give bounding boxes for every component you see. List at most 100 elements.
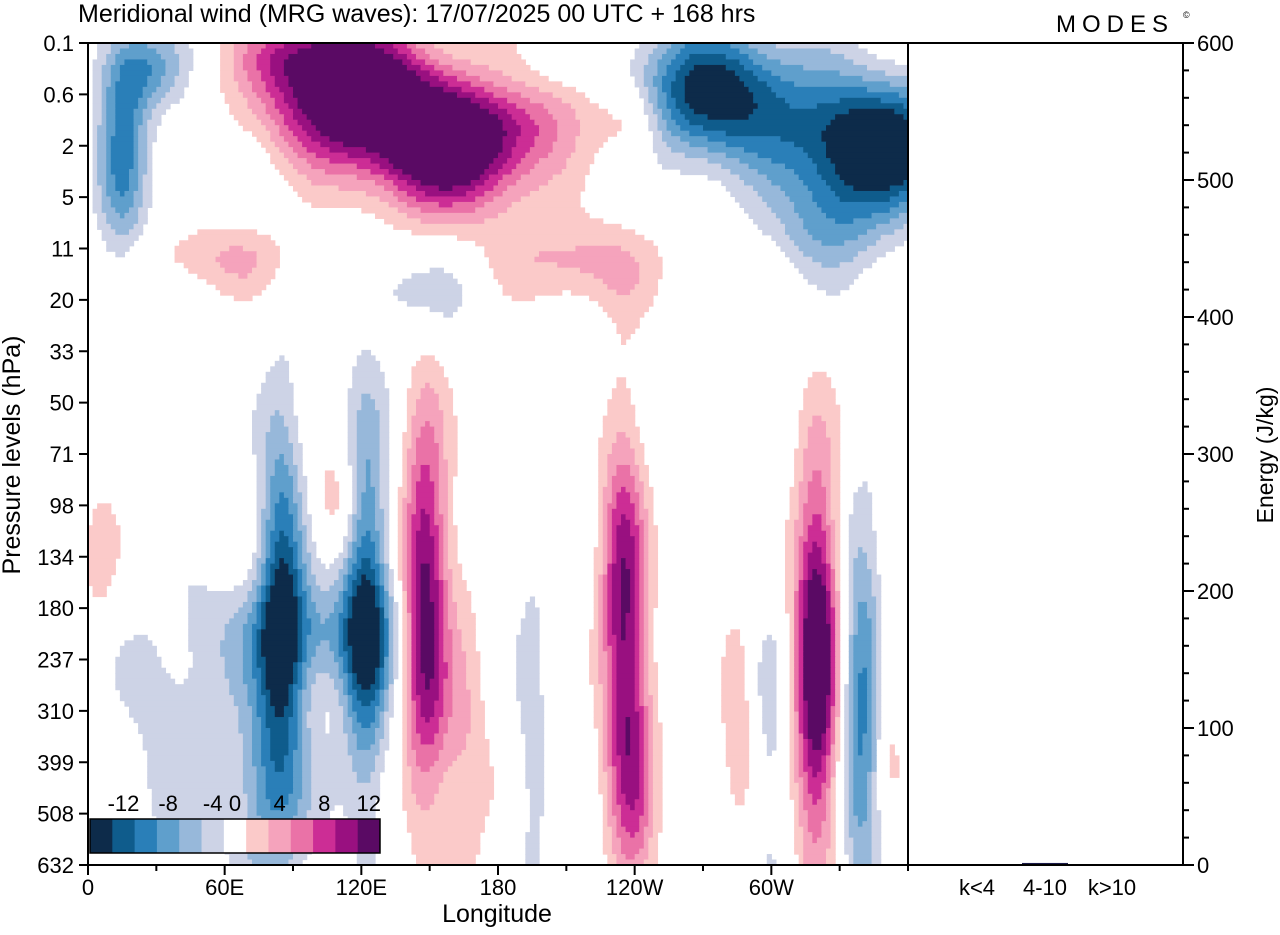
contour-cell (785, 191, 813, 197)
contour-cell (411, 624, 416, 630)
contour-cell (826, 799, 831, 805)
contour-cell (853, 558, 867, 564)
contour-cell (111, 158, 134, 164)
contour-cell (384, 635, 389, 641)
contour-cell (384, 558, 389, 564)
contour-cell (339, 613, 349, 619)
contour-cell (607, 761, 612, 767)
contour-cell (835, 164, 908, 170)
contour-cell (307, 723, 326, 729)
contour-cell (229, 690, 248, 696)
contour-cell (279, 109, 293, 115)
contour-cell (612, 317, 640, 323)
contour-cell (644, 832, 654, 838)
energy-tick-label: 200 (1197, 579, 1234, 604)
contour-cell (343, 684, 348, 690)
contour-cell (616, 651, 635, 657)
contour-cell (416, 509, 421, 515)
contour-cell (339, 646, 344, 652)
contour-cell (844, 838, 854, 844)
contour-cell (380, 443, 390, 449)
contour-cell (639, 547, 644, 553)
contour-cell (266, 668, 294, 674)
contour-cell (803, 602, 808, 608)
contour-cell (439, 503, 449, 509)
contour-cell (858, 744, 863, 750)
contour-cell (876, 728, 881, 734)
colorbar-swatch (246, 819, 269, 853)
y-tick-label: 180 (37, 596, 74, 621)
contour-cell (493, 185, 507, 191)
contour-cell (88, 547, 120, 553)
contour-cell (648, 657, 653, 663)
contour-cell (603, 279, 640, 285)
contour-cell (348, 432, 358, 438)
contour-cell (411, 777, 443, 783)
contour-cell (243, 766, 257, 772)
contour-cell (416, 723, 439, 729)
contour-cell (352, 717, 357, 723)
contour-cell (808, 772, 813, 778)
contour-cell (644, 799, 649, 805)
contour-cell (416, 575, 421, 581)
contour-cell (416, 405, 439, 411)
contour-cell (380, 196, 399, 202)
contour-cell (156, 87, 170, 93)
contour-cell (439, 755, 458, 761)
contour-cell (680, 48, 740, 54)
contour-cell (238, 607, 252, 613)
contour-cell (389, 569, 394, 575)
contour-cell (307, 175, 358, 181)
contour-cell (667, 48, 681, 54)
contour-cell (648, 783, 653, 789)
contour-cell (849, 827, 872, 833)
contour-cell (434, 624, 439, 630)
contour-cell (876, 684, 881, 690)
contour-cell (247, 695, 257, 701)
contour-cell (794, 586, 799, 592)
energy-category-label: 4-10 (1023, 875, 1067, 900)
contour-cell (872, 723, 877, 729)
contour-cell (794, 690, 799, 696)
contour-cell (812, 547, 822, 553)
y-tick-label: 5 (62, 185, 74, 210)
contour-cell (257, 777, 267, 783)
contour-cell (799, 679, 804, 685)
contour-cell (129, 706, 239, 712)
contour-cell (402, 701, 407, 707)
contour-cell (298, 136, 312, 142)
contour-cell (93, 142, 98, 148)
contour-cell (120, 65, 152, 71)
contour-cell (803, 388, 835, 394)
contour-cell (594, 596, 599, 602)
contour-cell (653, 142, 667, 148)
contour-cell (525, 81, 562, 87)
contour-cell (348, 739, 358, 745)
contour-cell (466, 651, 480, 657)
contour-cell (621, 564, 626, 570)
contour-cell (147, 142, 152, 148)
contour-cell (826, 728, 831, 734)
contour-cell (603, 531, 608, 537)
contour-cell (102, 76, 112, 82)
contour-cell (302, 679, 307, 685)
contour-cell (872, 569, 877, 575)
contour-cell (521, 158, 540, 164)
contour-cell (853, 59, 895, 65)
contour-cell (598, 777, 608, 783)
contour-cell (448, 766, 494, 772)
contour-cell (302, 794, 312, 800)
contour-cell (102, 109, 107, 115)
contour-cell (416, 602, 421, 608)
contour-cell (626, 827, 640, 833)
contour-cell (799, 575, 804, 581)
contour-cell (302, 668, 307, 674)
contour-cell (808, 569, 813, 575)
contour-cell (389, 695, 394, 701)
contour-cell (612, 684, 617, 690)
contour-cell (466, 733, 485, 739)
contour-cell (708, 175, 740, 181)
contour-cell (266, 657, 298, 663)
contour-cell (662, 109, 672, 115)
contour-cell (503, 136, 517, 142)
